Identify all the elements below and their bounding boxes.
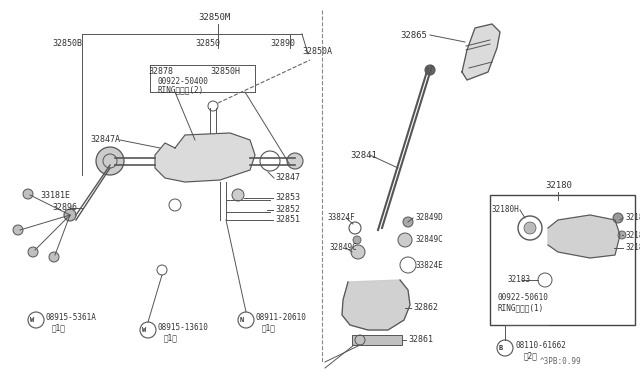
Text: 32890: 32890	[270, 39, 295, 48]
Text: 32181: 32181	[625, 244, 640, 253]
Circle shape	[524, 222, 536, 234]
Text: 08110-61662: 08110-61662	[516, 341, 567, 350]
Circle shape	[49, 252, 59, 262]
Circle shape	[287, 153, 303, 169]
Text: 32849D: 32849D	[415, 214, 443, 222]
Text: 32853: 32853	[275, 193, 300, 202]
Circle shape	[353, 236, 361, 244]
Text: 32896: 32896	[52, 203, 77, 212]
Circle shape	[351, 245, 365, 259]
Text: ^3PB:0.99: ^3PB:0.99	[540, 357, 582, 366]
Circle shape	[64, 209, 76, 221]
Text: 32850A: 32850A	[302, 48, 332, 57]
Circle shape	[618, 231, 626, 239]
Text: W: W	[142, 327, 146, 333]
Text: 32849C: 32849C	[415, 235, 443, 244]
Text: 32852: 32852	[275, 205, 300, 215]
Text: 08915-5361A: 08915-5361A	[46, 314, 97, 323]
Text: 32850M: 32850M	[198, 13, 230, 22]
Text: 32847A: 32847A	[90, 135, 120, 144]
Text: 32184: 32184	[625, 214, 640, 222]
Text: 〈1〉: 〈1〉	[262, 324, 276, 333]
Text: 32849C: 32849C	[330, 244, 358, 253]
Text: B: B	[499, 345, 503, 351]
Text: 32850B: 32850B	[52, 39, 82, 48]
Circle shape	[403, 217, 413, 227]
Polygon shape	[462, 24, 500, 80]
Circle shape	[96, 147, 124, 175]
Text: 32878: 32878	[148, 67, 173, 77]
Text: 00922-50610: 00922-50610	[497, 294, 548, 302]
Text: 〈2〉: 〈2〉	[524, 352, 538, 360]
Text: 〈1〉: 〈1〉	[164, 334, 178, 343]
Text: 32862: 32862	[413, 304, 438, 312]
Text: 33824E: 33824E	[415, 260, 443, 269]
Circle shape	[613, 213, 623, 223]
Polygon shape	[155, 133, 255, 182]
Polygon shape	[548, 215, 620, 258]
Text: W: W	[30, 317, 34, 323]
Circle shape	[23, 189, 33, 199]
Text: 08915-13610: 08915-13610	[158, 324, 209, 333]
Bar	[352, 335, 402, 345]
Text: 32185: 32185	[625, 231, 640, 240]
Text: 32865: 32865	[400, 31, 427, 39]
Text: 32851: 32851	[275, 215, 300, 224]
Text: 32180H: 32180H	[492, 205, 520, 215]
Text: RINGリング(1): RINGリング(1)	[497, 304, 543, 312]
Circle shape	[13, 225, 23, 235]
Bar	[490, 195, 635, 325]
Circle shape	[232, 189, 244, 201]
Text: 08911-20610: 08911-20610	[256, 314, 307, 323]
Text: 32180: 32180	[545, 180, 572, 189]
Text: N: N	[240, 317, 244, 323]
Text: RINGリング(2): RINGリング(2)	[158, 86, 204, 94]
Text: 32841: 32841	[350, 151, 377, 160]
Text: 32183: 32183	[507, 276, 530, 285]
Text: 32861: 32861	[408, 336, 433, 344]
Text: 32850: 32850	[195, 39, 220, 48]
Polygon shape	[342, 280, 410, 330]
Text: 00922-50400: 00922-50400	[158, 77, 209, 87]
Circle shape	[425, 65, 435, 75]
Text: 33181E: 33181E	[40, 192, 70, 201]
Text: 32850H: 32850H	[210, 67, 240, 77]
Text: 32847: 32847	[275, 173, 300, 183]
Circle shape	[398, 233, 412, 247]
Text: 〈1〉: 〈1〉	[52, 324, 66, 333]
Text: 33824F: 33824F	[328, 214, 356, 222]
Circle shape	[28, 247, 38, 257]
